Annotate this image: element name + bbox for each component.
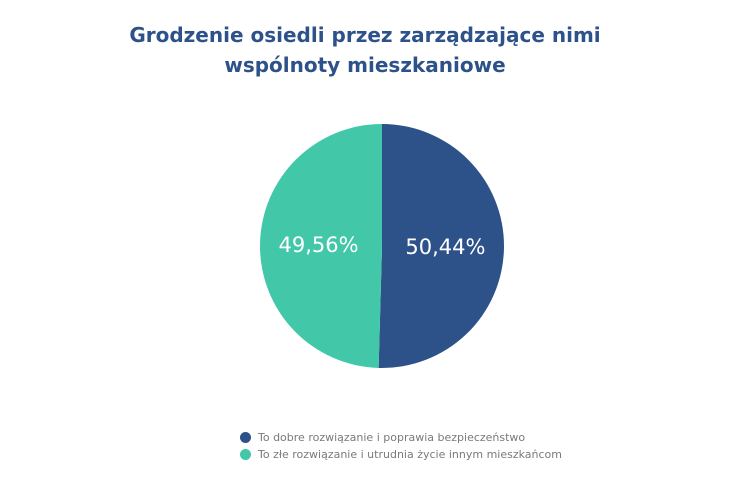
legend-swatch-bad xyxy=(240,449,251,460)
pie-slice-good[interactable] xyxy=(378,124,505,369)
pie-slice-bad[interactable] xyxy=(260,124,382,368)
legend: To dobre rozwiązanie i poprawia bezpiecz… xyxy=(240,429,562,463)
legend-swatch-good xyxy=(240,432,251,443)
legend-label-bad: To złe rozwiązanie i utrudnia życie inny… xyxy=(258,448,563,461)
chart-title: Grodzenie osiedli przez zarządzające nim… xyxy=(0,20,730,80)
pie-label-good: 50,44% xyxy=(405,235,485,259)
pie-label-bad: 49,56% xyxy=(279,233,359,257)
legend-item-good[interactable]: To dobre rozwiązanie i poprawia bezpiecz… xyxy=(240,429,562,446)
chart-title-line-2: wspólnoty mieszkaniowe xyxy=(224,53,506,77)
legend-item-bad[interactable]: To złe rozwiązanie i utrudnia życie inny… xyxy=(240,446,562,463)
chart-title-line-1: Grodzenie osiedli przez zarządzające nim… xyxy=(129,23,601,47)
legend-label-good: To dobre rozwiązanie i poprawia bezpiecz… xyxy=(258,431,526,444)
